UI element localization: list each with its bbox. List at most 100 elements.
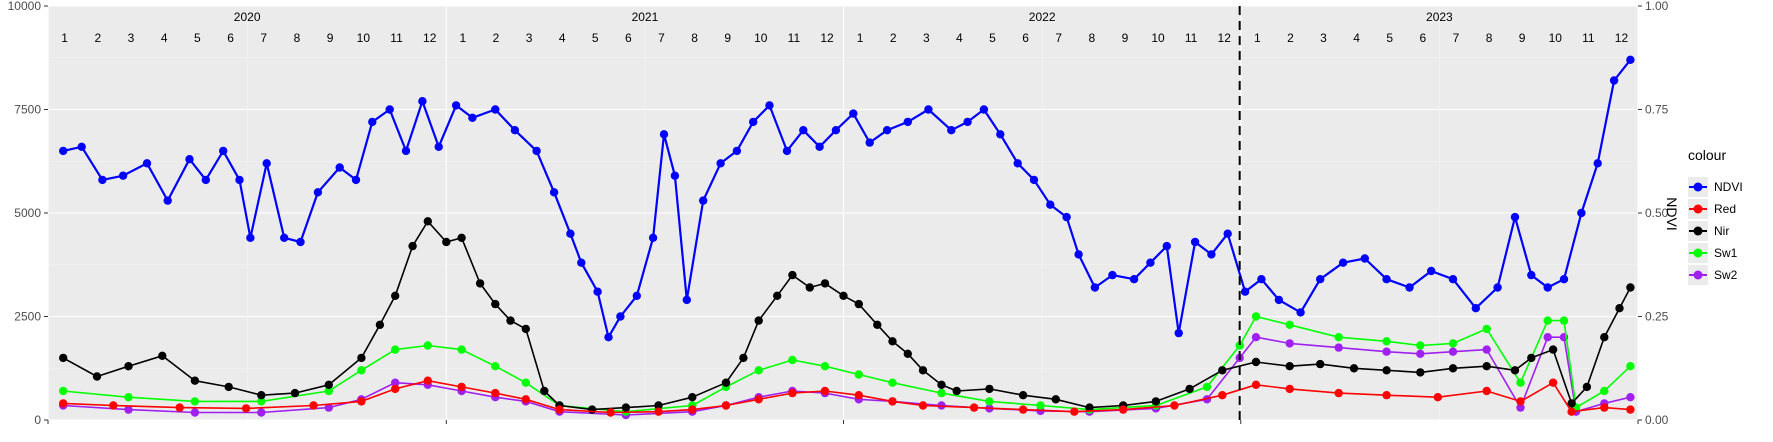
month-label: 4	[559, 31, 566, 45]
data-point-nir	[506, 316, 515, 325]
data-point-ndvi	[451, 101, 461, 110]
month-label: 6	[1419, 31, 1426, 45]
data-point-sw1	[1416, 341, 1425, 350]
legend-label-sw2: Sw2	[1714, 268, 1738, 282]
data-point-ndvi	[963, 117, 972, 127]
data-point-sw1	[1482, 324, 1491, 334]
data-point-sw1	[423, 341, 432, 350]
month-label: 3	[1320, 31, 1327, 45]
legend-item-sw1: Sw1	[1688, 243, 1738, 263]
month-label: 4	[1353, 31, 1360, 45]
data-point-nir	[1018, 391, 1028, 400]
data-point-red	[457, 382, 466, 392]
data-point-ndvi	[1543, 283, 1552, 292]
data-point-red	[918, 401, 928, 410]
data-point-nir	[408, 241, 417, 251]
month-label: 7	[260, 31, 267, 45]
data-point-sw1	[357, 366, 366, 375]
month-label: 5	[592, 31, 599, 45]
data-point-sw1	[1251, 312, 1261, 321]
data-point-ndvi	[1559, 275, 1569, 284]
data-point-ndvi	[235, 175, 244, 185]
data-point-ndvi	[313, 188, 323, 197]
year-label: 2023	[1426, 10, 1453, 24]
month-label: 10	[754, 31, 768, 45]
month-label: 7	[1453, 31, 1460, 45]
data-point-red	[1170, 401, 1179, 410]
month-label: 6	[1022, 31, 1029, 45]
legend-key-point	[1693, 248, 1703, 258]
data-point-nir	[903, 349, 912, 358]
data-point-ndvi	[77, 142, 86, 151]
data-point-nir	[442, 237, 451, 247]
data-point-ndvi	[979, 105, 989, 114]
y2-tick-label: 0.25	[1645, 310, 1669, 324]
y2-tick-label: 1.00	[1645, 0, 1669, 13]
year-label: 2020	[234, 10, 261, 24]
data-point-ndvi	[903, 117, 912, 127]
data-point-nir	[391, 291, 400, 300]
y-tick-label: 5000	[14, 206, 41, 220]
data-point-nir	[587, 405, 597, 414]
data-point-nir	[621, 403, 631, 412]
data-point-ndvi	[1296, 308, 1305, 317]
data-point-ndvi	[59, 146, 68, 156]
data-point-ndvi	[1382, 275, 1391, 284]
data-point-ndvi	[849, 109, 858, 118]
month-label: 3	[526, 31, 533, 45]
month-label: 5	[989, 31, 996, 45]
data-point-sw1	[854, 370, 863, 379]
data-point-sw1	[1448, 339, 1458, 348]
data-point-nir	[773, 291, 782, 300]
data-point-sw1	[1600, 386, 1609, 396]
data-point-sw1	[1235, 341, 1244, 350]
data-point-ndvi	[368, 117, 377, 127]
data-point-red	[555, 405, 564, 414]
data-point-sw1	[1626, 362, 1635, 371]
data-point-red	[59, 399, 68, 408]
month-label: 3	[128, 31, 135, 45]
data-point-sw1	[1382, 337, 1391, 346]
data-point-red	[688, 405, 697, 414]
data-point-ndvi	[468, 113, 477, 123]
data-point-ndvi	[296, 237, 305, 247]
data-point-sw1	[257, 397, 266, 406]
data-point-ndvi	[1577, 208, 1586, 218]
legend-label-nir: Nir	[1714, 224, 1729, 238]
data-point-nir	[1527, 353, 1536, 363]
data-point-red	[1567, 407, 1576, 416]
data-point-nir	[290, 388, 300, 398]
data-point-nir	[820, 279, 830, 288]
data-point-sw1	[521, 378, 530, 387]
month-label: 2	[1287, 31, 1294, 45]
data-point-nir	[521, 324, 530, 334]
data-point-ndvi	[682, 295, 691, 305]
data-point-ndvi	[1013, 159, 1022, 168]
data-point-sw2	[1516, 403, 1525, 412]
legend-item-ndvi: NDVI	[1688, 177, 1743, 197]
data-point-nir	[985, 384, 994, 394]
data-point-sw1	[1559, 316, 1569, 325]
legend-item-red: Red	[1688, 199, 1736, 219]
data-point-ndvi	[1240, 287, 1250, 296]
data-point-nir	[540, 386, 549, 396]
legend-key-point	[1693, 226, 1703, 236]
data-point-ndvi	[1593, 159, 1602, 168]
data-point-nir	[59, 353, 68, 363]
data-point-nir	[1615, 304, 1624, 313]
y-tick-label: 7500	[14, 103, 41, 117]
data-point-ndvi	[577, 258, 586, 267]
data-point-ndvi	[1626, 55, 1635, 64]
data-point-red	[357, 397, 366, 406]
data-point-nir	[1626, 283, 1635, 292]
data-point-nir	[158, 351, 167, 360]
data-point-nir	[1582, 382, 1592, 392]
data-point-ndvi	[1046, 200, 1055, 209]
data-point-nir	[1567, 399, 1576, 408]
data-point-nir	[952, 386, 961, 396]
data-point-ndvi	[566, 229, 575, 238]
month-label: 10	[1549, 31, 1563, 45]
y-tick-label: 2500	[14, 310, 41, 324]
data-point-nir	[124, 362, 133, 371]
legend-key-point	[1693, 270, 1703, 280]
